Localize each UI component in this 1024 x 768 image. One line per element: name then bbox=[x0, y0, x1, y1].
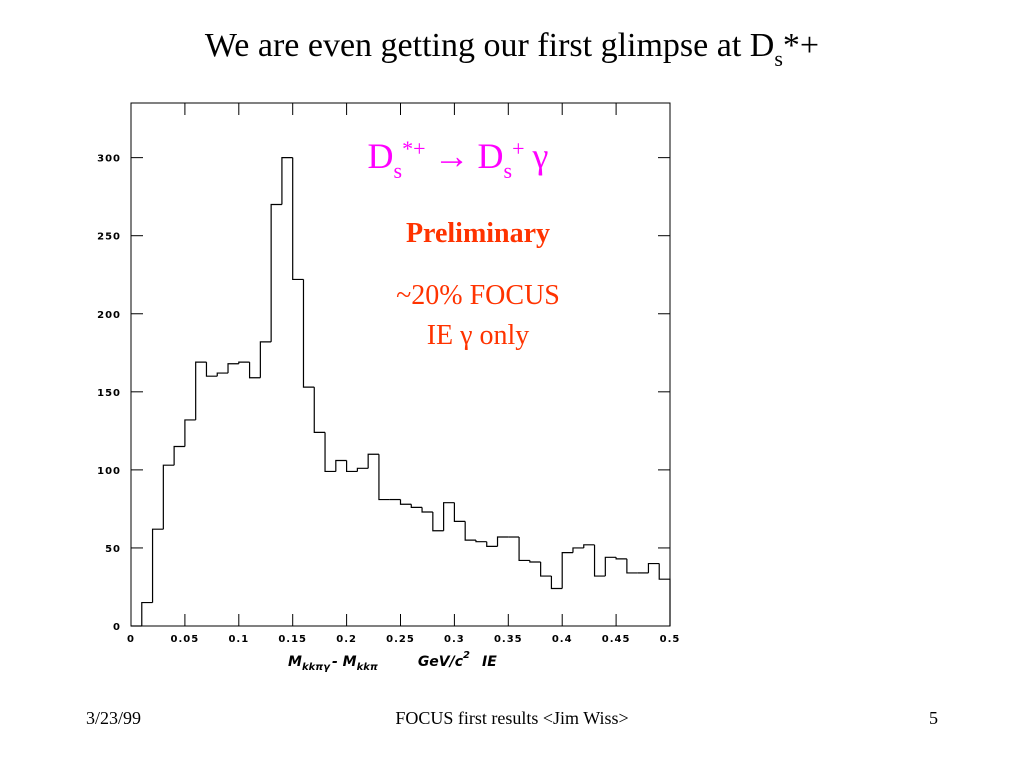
histogram-bin bbox=[259, 341, 272, 378]
histogram-bin bbox=[647, 562, 660, 573]
histogram-bin bbox=[626, 558, 638, 574]
histogram-bin bbox=[238, 361, 250, 364]
decay-part: → bbox=[434, 136, 470, 176]
histogram-bin bbox=[475, 540, 487, 543]
decay-sup: + bbox=[512, 136, 524, 161]
histogram-bin bbox=[346, 460, 358, 473]
histogram-bin bbox=[367, 453, 379, 469]
footer-date: 3/23/99 bbox=[86, 708, 141, 728]
histogram-bin bbox=[583, 544, 595, 548]
y-tick-label: 200 bbox=[97, 310, 121, 321]
y-tick-label: 100 bbox=[97, 466, 121, 477]
histogram-bin bbox=[205, 362, 218, 377]
histogram-bin bbox=[486, 541, 498, 547]
y-tick-label: 50 bbox=[105, 544, 121, 555]
histogram-bin bbox=[173, 445, 185, 466]
histogram-bin bbox=[313, 387, 326, 434]
histogram-bin bbox=[227, 363, 239, 374]
slide-title: We are even getting our first glimpse at… bbox=[205, 27, 819, 71]
histogram-bin bbox=[399, 499, 412, 505]
annotation: IE γ only bbox=[427, 320, 530, 351]
histogram-bin bbox=[151, 528, 164, 603]
histogram-bin bbox=[162, 464, 175, 530]
x-tick-label: 0.5 bbox=[660, 634, 681, 645]
histogram-bin bbox=[410, 504, 423, 508]
title-sub: s bbox=[774, 46, 783, 71]
y-tick-label: 150 bbox=[97, 388, 121, 399]
decay-sub: s bbox=[504, 158, 513, 183]
histogram-bin bbox=[421, 507, 433, 513]
title-part: We are even getting our first glimpse at… bbox=[205, 27, 774, 64]
annotation: Preliminary bbox=[406, 218, 550, 249]
histogram-bin bbox=[550, 576, 563, 590]
histogram-bin bbox=[302, 279, 315, 388]
x-tick-label: 0.3 bbox=[444, 634, 465, 645]
x-tick-label: 0.15 bbox=[278, 634, 307, 645]
histogram-bin bbox=[464, 521, 476, 541]
decay-part: γ bbox=[532, 136, 549, 176]
histogram-bin bbox=[496, 536, 509, 547]
x-axis-label: Mkkπγ - Mkkπ GeV/c2 IE bbox=[288, 650, 497, 673]
histogram-bin bbox=[604, 556, 617, 577]
histogram-bin bbox=[593, 544, 606, 577]
histogram-bin bbox=[432, 512, 444, 532]
histogram-bin bbox=[270, 203, 282, 342]
footer-center: FOCUS first results <Jim Wiss> bbox=[395, 708, 628, 728]
label-part: - M bbox=[332, 654, 357, 670]
title-part: *+ bbox=[783, 27, 819, 64]
label-part: IE bbox=[482, 654, 497, 670]
histogram-bin bbox=[518, 537, 530, 562]
x-tick-label: 0 bbox=[127, 634, 135, 645]
decay-sup: *+ bbox=[402, 136, 425, 161]
histogram-bin bbox=[195, 361, 207, 420]
histogram-bin bbox=[529, 560, 541, 563]
x-tick-label: 0.45 bbox=[602, 634, 631, 645]
decay-sub: s bbox=[394, 158, 403, 183]
histogram-bin bbox=[658, 563, 671, 626]
label-part: GeV/c bbox=[418, 654, 464, 670]
histogram-bin bbox=[184, 419, 196, 447]
histogram-bin bbox=[335, 459, 347, 472]
histogram-bin bbox=[572, 547, 584, 553]
x-tick-label: 0.1 bbox=[228, 634, 249, 645]
decay-label: Ds*+ → Ds+ γ bbox=[368, 136, 549, 183]
x-tick-label: 0.2 bbox=[336, 634, 357, 645]
histogram-bin bbox=[615, 557, 627, 560]
histogram-bin bbox=[356, 467, 369, 472]
histogram-bin bbox=[443, 502, 455, 531]
histogram-bin bbox=[453, 502, 466, 522]
footer-page: 5 bbox=[929, 708, 938, 728]
label-sup: 2 bbox=[463, 650, 470, 661]
histogram-bin bbox=[324, 432, 336, 473]
y-tick-label: 0 bbox=[113, 622, 121, 633]
histogram-bin bbox=[141, 601, 153, 626]
y-tick-label: 250 bbox=[97, 232, 121, 243]
histogram-bin bbox=[248, 362, 261, 379]
x-tick-label: 0.35 bbox=[494, 634, 523, 645]
x-tick-label: 0.25 bbox=[386, 634, 415, 645]
label-part: M bbox=[288, 654, 302, 670]
label-sub: kkπγ bbox=[302, 662, 331, 673]
x-tick-label: 0.4 bbox=[552, 634, 573, 645]
histogram-bin bbox=[378, 454, 390, 501]
histogram-bin bbox=[216, 372, 229, 377]
decay-part: D bbox=[478, 136, 504, 176]
x-tick-label: 0.05 bbox=[171, 634, 200, 645]
decay-part: D bbox=[368, 136, 394, 176]
histogram-bin bbox=[561, 552, 573, 589]
histogram-bin bbox=[292, 157, 304, 281]
histogram-bin bbox=[540, 561, 552, 577]
label-sub: kkπ bbox=[357, 662, 378, 673]
annotation: ~20% FOCUS bbox=[396, 280, 560, 311]
histogram-bin bbox=[281, 157, 293, 205]
y-tick-label: 300 bbox=[97, 154, 121, 165]
